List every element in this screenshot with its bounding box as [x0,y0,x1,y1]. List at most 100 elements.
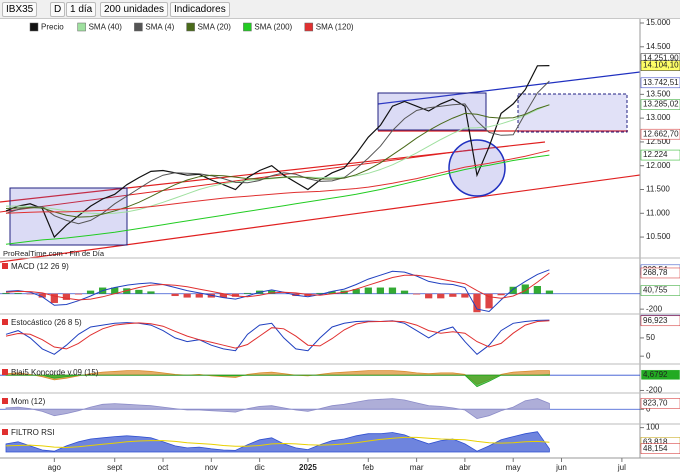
units-select[interactable]: 200 unidades [100,2,169,17]
y-tick-label: 100 [646,423,660,432]
line [5,436,550,449]
indicators-button[interactable]: Indicadores [170,2,230,17]
x-tick-label: abr [459,463,471,472]
value-marker-label: 823,70 [643,399,668,408]
panel: -200 4,6792 Blai5 Koncorde v.09 (15) [0,363,680,395]
area [5,374,550,388]
x-tick-label: ago [48,463,62,472]
histogram-bar [243,292,252,294]
panel-icon [2,263,8,269]
legend-swatch [304,22,314,32]
histogram-bar [533,285,541,294]
panel-title: FILTRO RSI [11,428,54,437]
panel-icon [2,398,8,404]
legend-swatch [134,22,143,32]
histogram-bar [219,293,228,298]
panel-icon [2,319,8,325]
y-tick-label: 13.000 [646,113,671,122]
value-marker [640,149,680,161]
histogram-bar [497,293,505,296]
histogram-bar [147,291,155,294]
value-marker-label: 12.224 [643,150,668,159]
value-marker [640,369,680,381]
x-tick-label: nov [205,463,218,472]
symbol-select[interactable]: IBX35 [2,2,38,17]
histogram-bar [74,293,83,295]
histogram-bar [26,293,34,295]
value-marker-label: 14.104,10 [643,61,679,70]
x-tick-label: jul [617,463,626,472]
histogram-bar [545,290,554,294]
histogram-bar [38,293,46,298]
histogram-bar [316,292,324,294]
histogram-bar [62,293,71,300]
x-tick-label: oct [158,463,169,472]
histogram-bar [425,293,433,299]
value-marker [640,398,680,409]
x-tick-label: sept [107,463,123,472]
value-marker-label: 48,154 [643,444,668,453]
x-tick-label: dic [255,463,265,472]
value-marker-label: 4,6792 [643,370,668,379]
value-marker [640,443,680,454]
source-note: ProRealTime.com - Fin de Día [3,249,105,258]
histogram-bar [521,284,529,294]
legend-label: SMA (120) [316,23,354,32]
axis-background [640,19,680,458]
legend-swatch [243,22,252,32]
y-tick-label: 14.500 [646,42,671,51]
histogram-bar [86,290,95,294]
value-marker [640,77,680,89]
x-tick-label: feb [363,463,375,472]
histogram-bar [485,293,493,309]
trend-line [0,174,641,263]
histogram-bar [328,291,336,294]
y-tick-label: 11.500 [646,185,670,194]
y-tick-label: 11.000 [646,208,670,217]
histogram-bar [376,287,384,294]
panel-icon [2,369,8,375]
legend-label: SMA (20) [198,23,232,32]
value-marker-label: 63,818 [643,437,668,446]
line [5,320,550,350]
panel: 15.000 14.500 13.500 13.000 12.500 12.000 11.5… [5,19,680,245]
histogram-bar [388,287,397,294]
period-select[interactable]: 1 día [66,2,97,17]
x-tick-label: may [506,463,521,472]
value-marker [640,267,680,279]
background [0,19,680,476]
histogram-bar [449,293,457,297]
histogram-bar [111,287,119,294]
histogram-bar [231,293,240,297]
x-tick-label: mar [410,463,424,472]
target-box [517,93,628,133]
y-tick-label: 15.000 [646,19,671,27]
area [5,398,550,420]
line [5,150,550,214]
histogram-bar [352,289,360,294]
value-marker [640,128,680,140]
value-marker [640,315,680,327]
legend-swatch [186,22,195,32]
y-tick-label: 12.000 [646,161,671,170]
value-marker [640,285,680,296]
y-tick-label: 0 [646,404,651,413]
histogram-bar [14,292,22,294]
legend-label: Precio [41,23,64,32]
histogram-bar [400,290,409,294]
x-tick-label: jun [555,463,567,472]
trend-line [377,71,641,105]
value-marker-label: 268,78 [643,268,668,277]
x-tick-label: 2025 [299,463,317,472]
legend-swatch [29,22,39,32]
panel-title: Blai5 Koncorde v.09 (15) [11,368,99,377]
histogram-bar [509,286,517,294]
value-marker-label: 13.742,51 [643,78,679,87]
legend-label: SMA (40) [89,23,123,32]
legend-swatch [77,22,86,32]
histogram-bar [183,293,191,298]
trend-line [0,149,471,213]
period-badge[interactable]: D [50,2,66,17]
